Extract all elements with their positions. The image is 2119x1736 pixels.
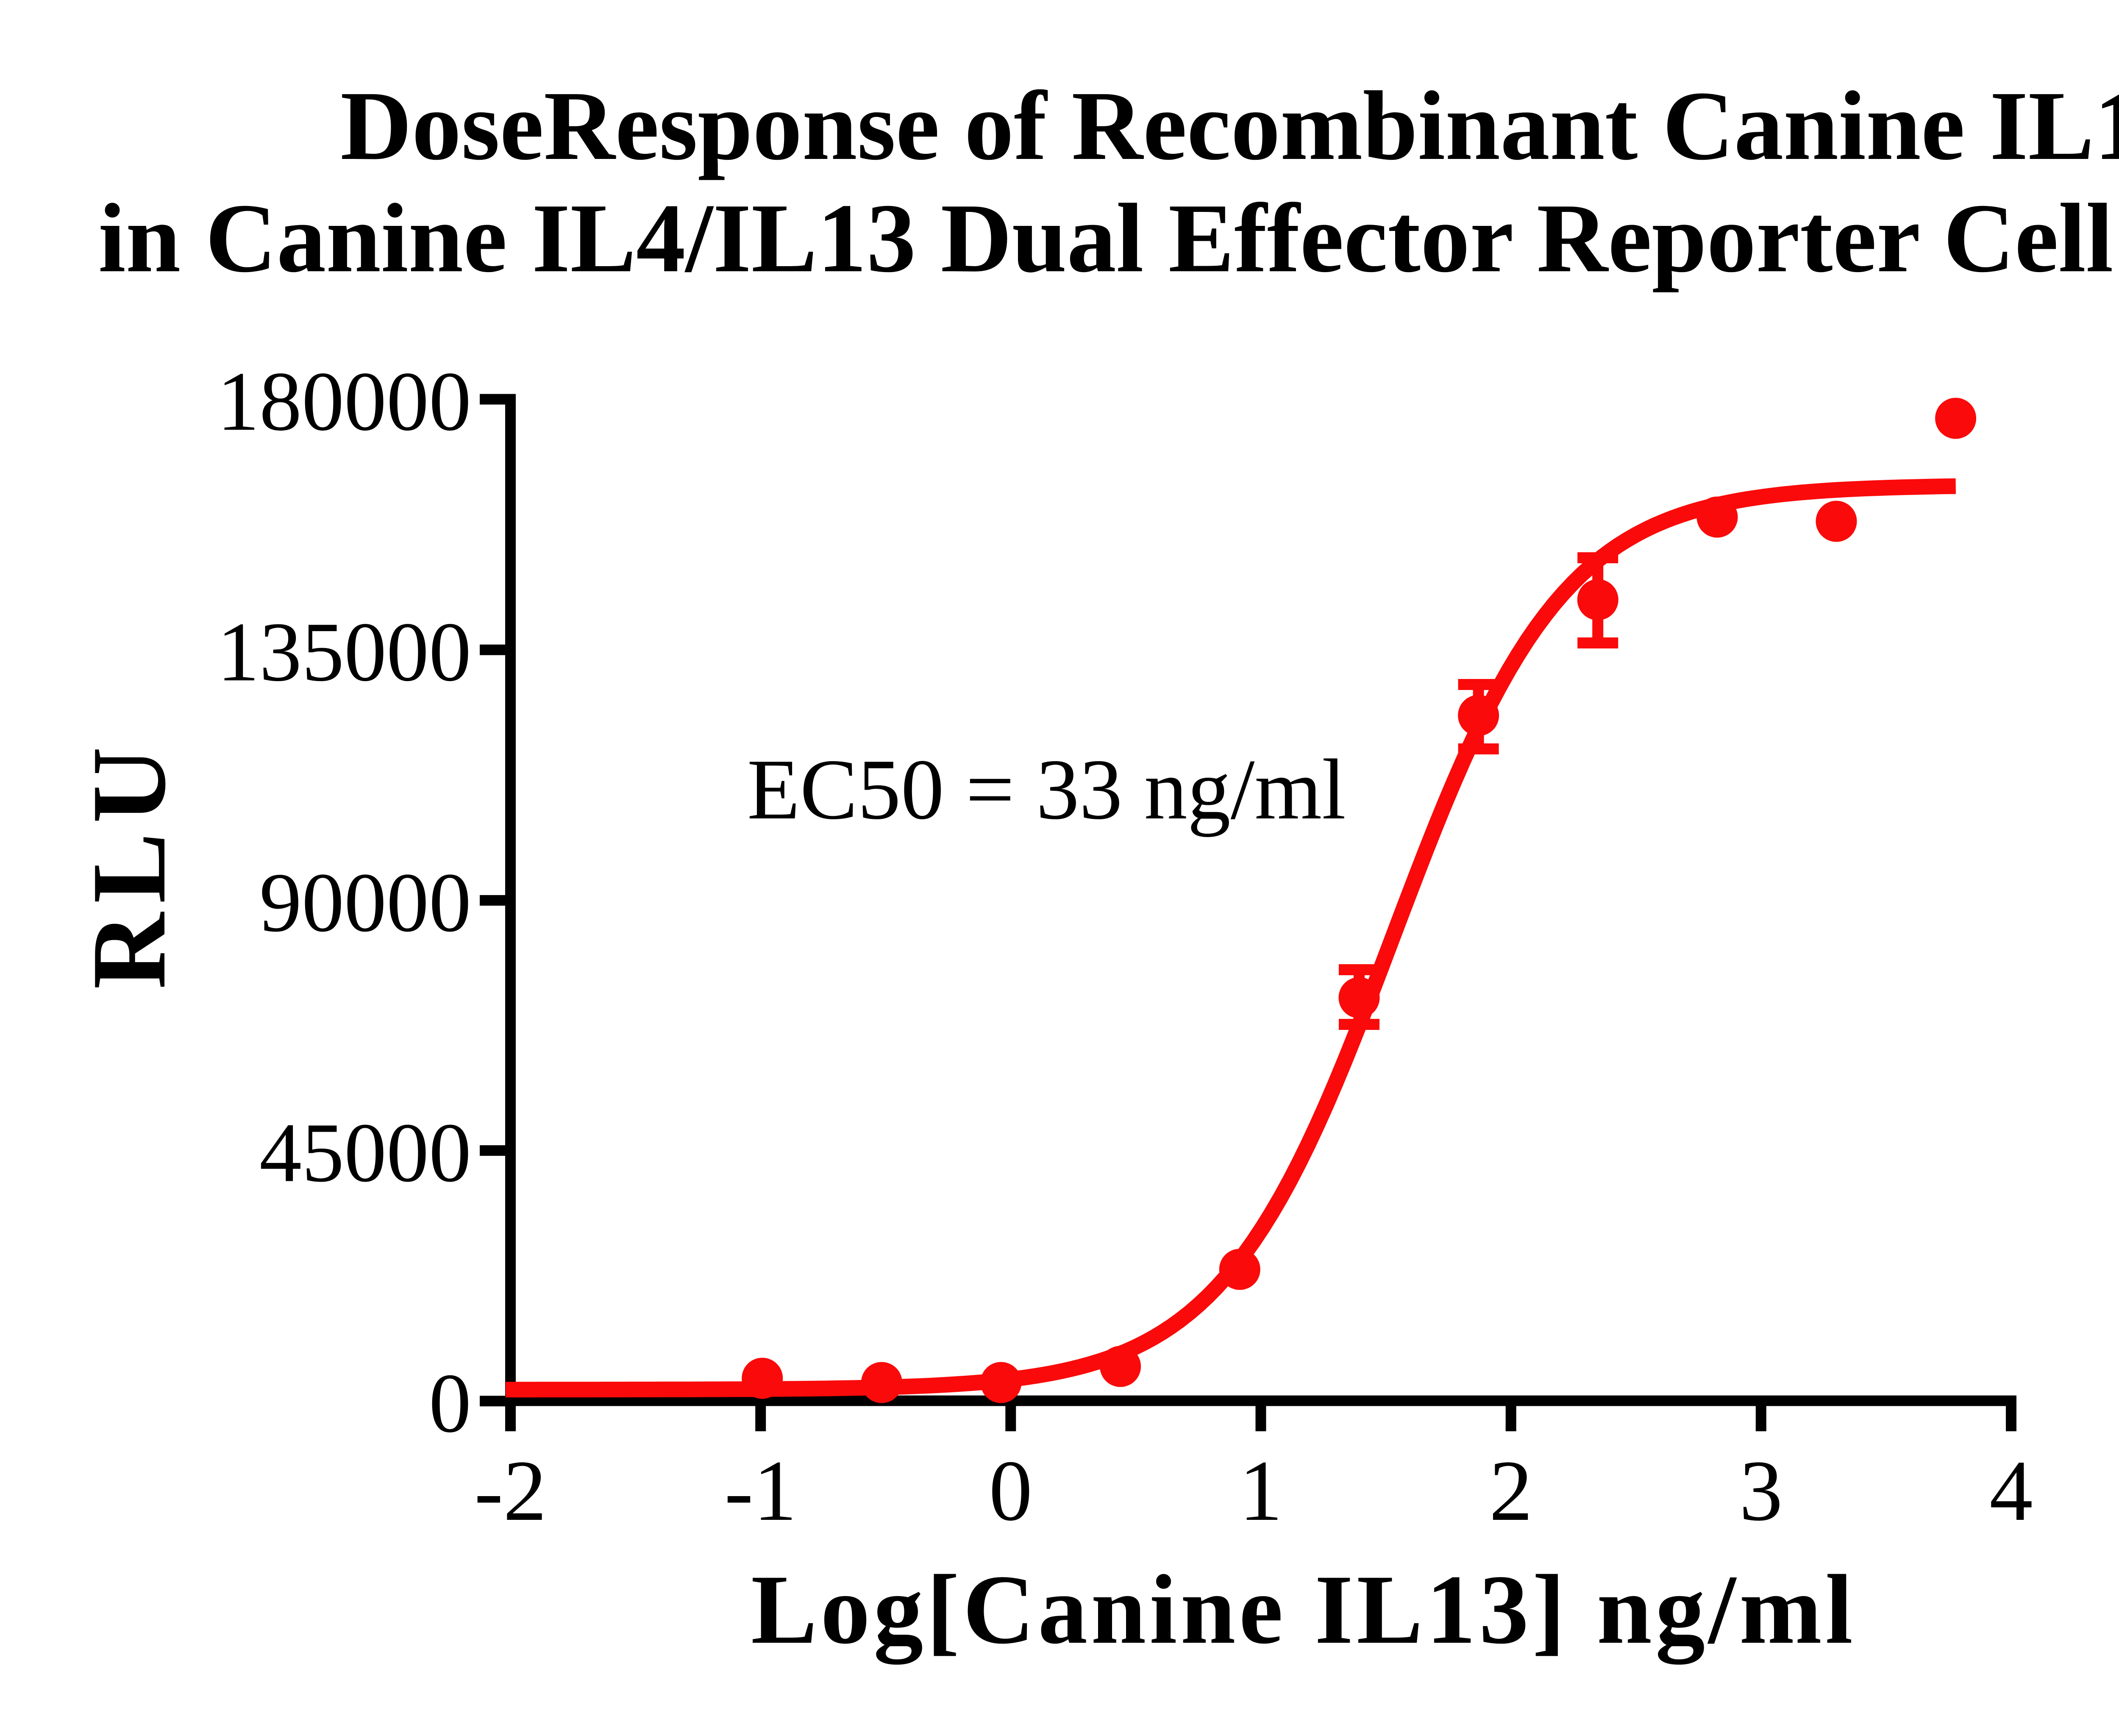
svg-text:-2: -2 — [474, 1443, 547, 1539]
svg-text:RLU: RLU — [70, 737, 188, 989]
svg-text:1: 1 — [1239, 1443, 1283, 1539]
svg-text:0: 0 — [989, 1443, 1033, 1539]
svg-text:EC50 = 33 ng/ml: EC50 = 33 ng/ml — [747, 742, 1346, 837]
svg-text:-1: -1 — [724, 1443, 797, 1539]
svg-text:DoseResponse of Recombinant Ca: DoseResponse of Recombinant Canine IL13 — [340, 71, 2119, 181]
svg-text:90000: 90000 — [259, 856, 471, 949]
svg-text:45000: 45000 — [259, 1106, 471, 1200]
svg-text:4: 4 — [1989, 1443, 2033, 1539]
svg-text:135000: 135000 — [217, 605, 471, 699]
svg-text:Log[Canine IL13] ng/ml: Log[Canine IL13] ng/ml — [751, 1554, 1853, 1665]
svg-text:2: 2 — [1489, 1443, 1533, 1539]
svg-text:0: 0 — [429, 1357, 471, 1450]
svg-text:in Canine IL4/IL13 Dual Effect: in Canine IL4/IL13 Dual Effector Reporte… — [98, 174, 2119, 293]
svg-text:180000: 180000 — [217, 355, 471, 448]
svg-text:3: 3 — [1739, 1443, 1783, 1539]
